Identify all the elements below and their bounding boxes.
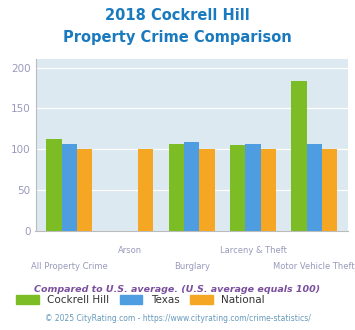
Bar xyxy=(77,149,92,231)
Text: Larceny & Theft: Larceny & Theft xyxy=(219,246,286,255)
Bar xyxy=(230,145,245,231)
Bar xyxy=(307,145,322,231)
Text: Arson: Arson xyxy=(118,246,142,255)
Text: Property Crime Comparison: Property Crime Comparison xyxy=(63,30,292,45)
Bar xyxy=(245,144,261,231)
Bar xyxy=(61,144,77,231)
Bar xyxy=(322,149,337,231)
Text: © 2025 CityRating.com - https://www.cityrating.com/crime-statistics/: © 2025 CityRating.com - https://www.city… xyxy=(45,314,310,323)
Bar xyxy=(261,149,276,231)
Bar xyxy=(291,81,307,231)
Bar xyxy=(200,149,215,231)
Bar xyxy=(138,149,153,231)
Bar xyxy=(169,145,184,231)
Text: Motor Vehicle Theft: Motor Vehicle Theft xyxy=(273,262,355,271)
Text: 2018 Cockrell Hill: 2018 Cockrell Hill xyxy=(105,8,250,23)
Bar xyxy=(184,142,200,231)
Legend: Cockrell Hill, Texas, National: Cockrell Hill, Texas, National xyxy=(16,295,265,305)
Text: All Property Crime: All Property Crime xyxy=(31,262,108,271)
Bar xyxy=(46,139,61,231)
Text: Compared to U.S. average. (U.S. average equals 100): Compared to U.S. average. (U.S. average … xyxy=(34,285,321,294)
Text: Burglary: Burglary xyxy=(174,262,210,271)
